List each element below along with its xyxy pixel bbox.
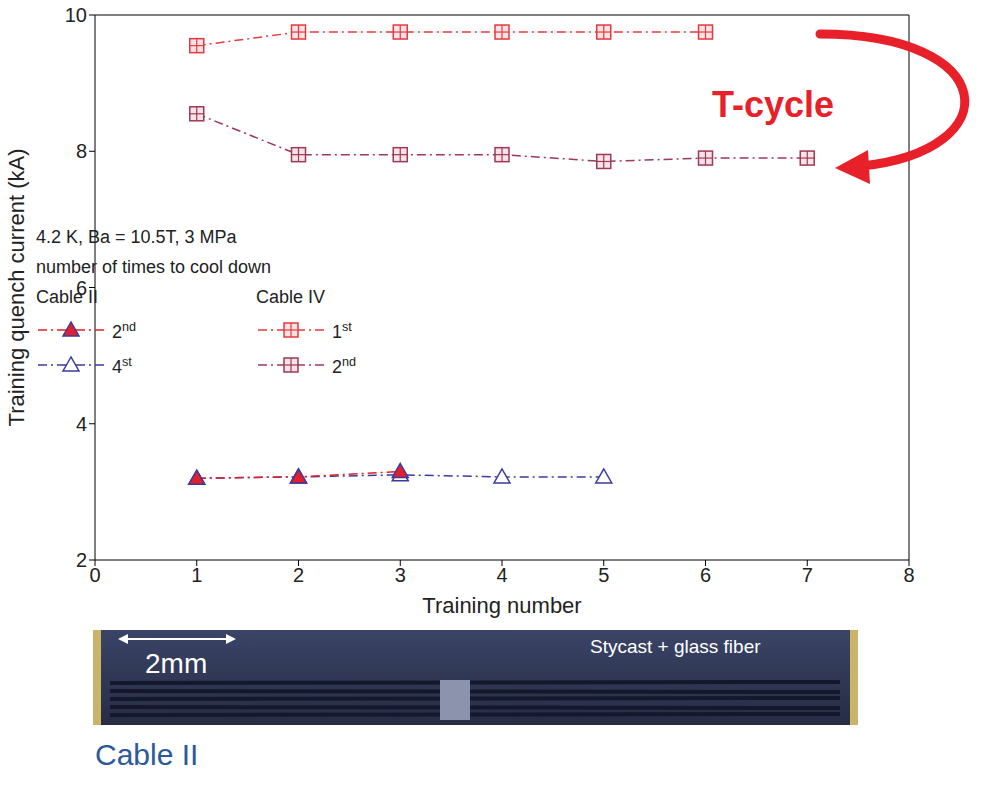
html-text:1st: 1st — [332, 320, 352, 342]
html-text:number of times to cool down: number of times to cool down — [36, 257, 272, 277]
svg-text:Training number: Training number — [422, 593, 581, 618]
svg-text:2mm: 2mm — [145, 648, 207, 679]
html-text:4st: 4st — [112, 355, 132, 377]
svg-text:2: 2 — [76, 549, 87, 571]
html-text:T-cycle: T-cycle — [712, 84, 835, 125]
svg-text:Stycast + glass fiber: Stycast + glass fiber — [590, 636, 761, 657]
svg-text:10: 10 — [65, 4, 87, 26]
html-text:Cable IV: Cable IV — [256, 287, 325, 307]
svg-text:4: 4 — [496, 564, 507, 586]
svg-text:1: 1 — [191, 564, 202, 586]
html-text:Cable II: Cable II — [95, 738, 199, 771]
svg-text:8: 8 — [76, 140, 87, 162]
svg-text:0: 0 — [89, 564, 100, 586]
svg-text:3: 3 — [395, 564, 406, 586]
svg-text:2: 2 — [293, 564, 304, 586]
svg-text:Training quench current (kA): Training quench current (kA) — [4, 149, 29, 427]
svg-text:7: 7 — [802, 564, 813, 586]
svg-text:4: 4 — [76, 413, 87, 435]
html-text:Cable II: Cable II — [36, 287, 98, 307]
html-text:4.2 K, Ba = 10.5T, 3 MPa: 4.2 K, Ba = 10.5T, 3 MPa — [36, 227, 237, 247]
html-text:2nd: 2nd — [332, 355, 356, 377]
svg-text:5: 5 — [598, 564, 609, 586]
svg-text:8: 8 — [903, 564, 914, 586]
svg-text:6: 6 — [700, 564, 711, 586]
html-text:2nd: 2nd — [112, 320, 136, 342]
